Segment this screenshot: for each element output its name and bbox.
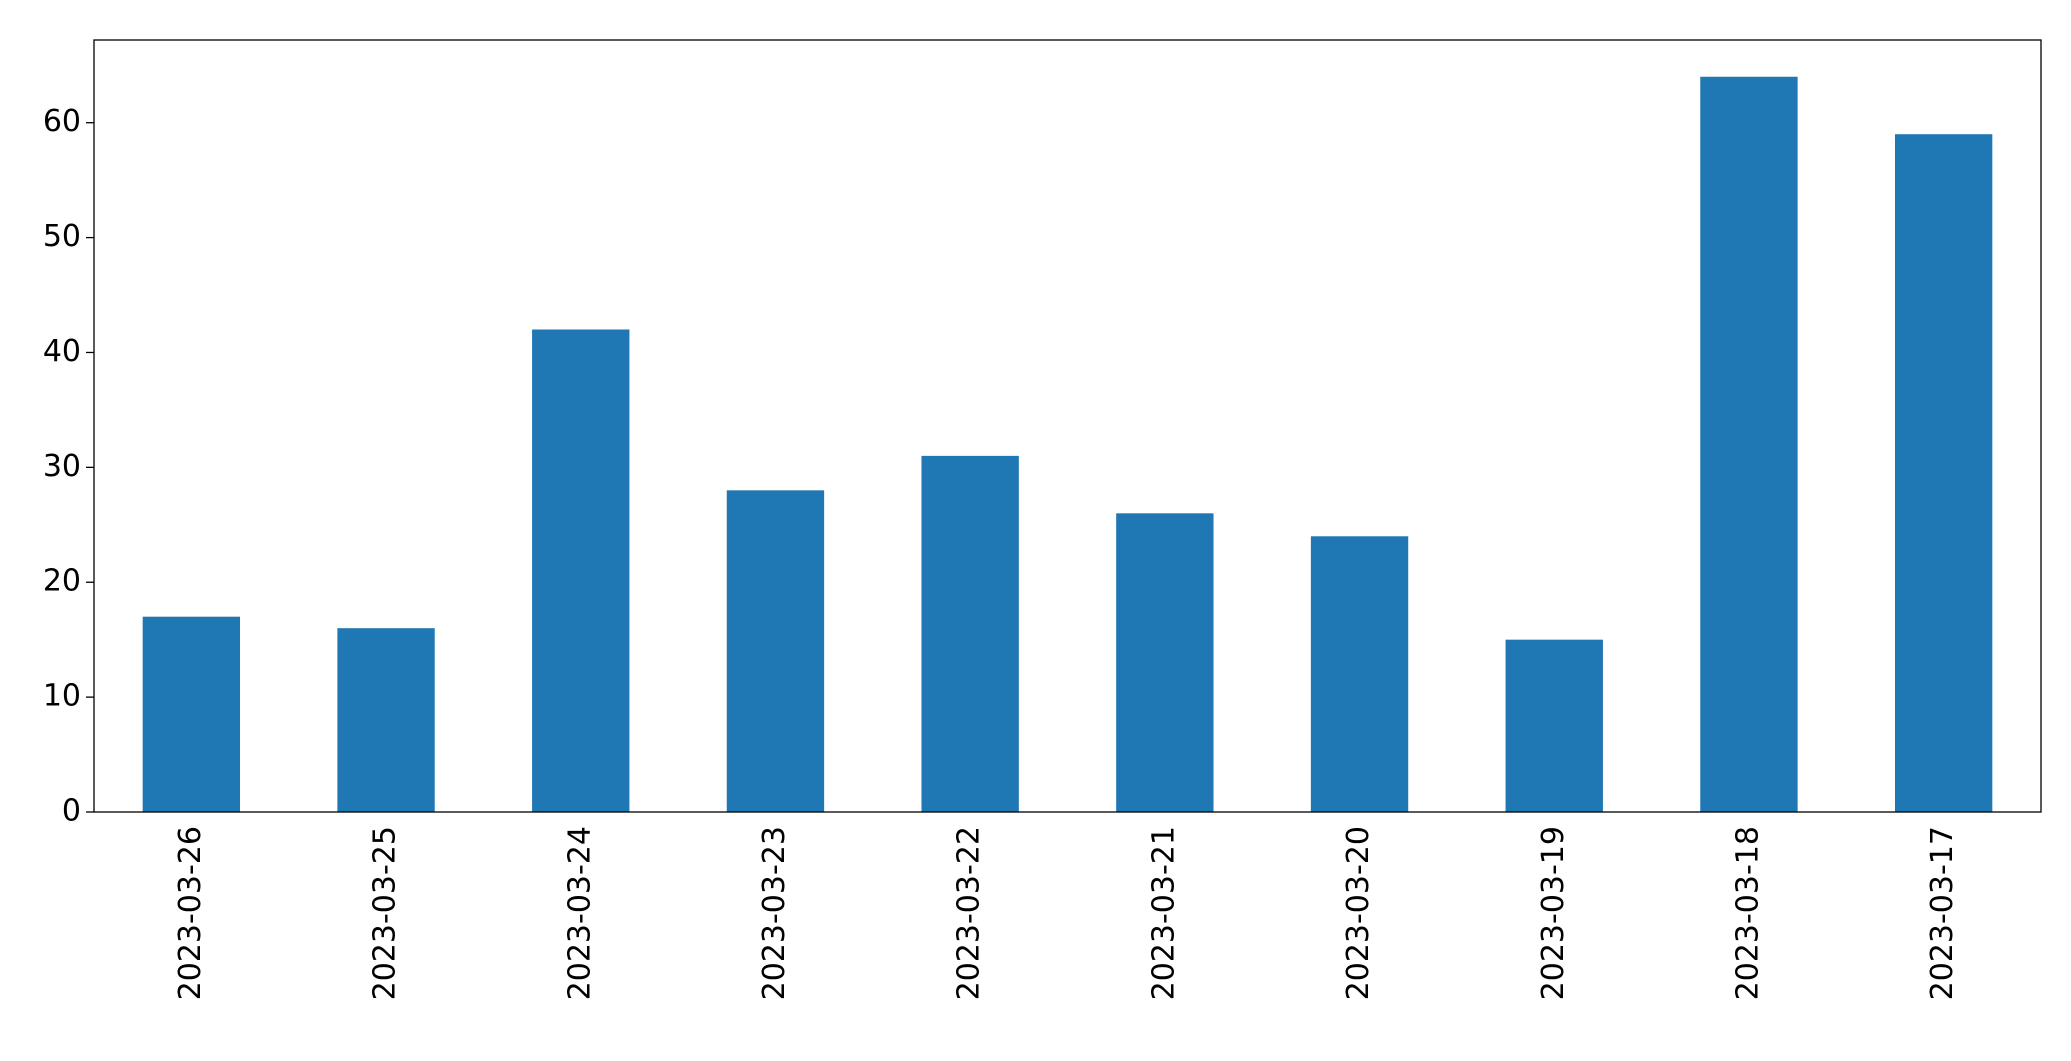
- bar: [142, 616, 241, 812]
- x-tick-label: 2023-03-19: [1536, 826, 1571, 1000]
- y-tick-label: 10: [43, 679, 81, 714]
- y-tick-label: 0: [62, 794, 81, 829]
- y-tick-label: 30: [43, 449, 81, 484]
- y-tick-label: 50: [43, 219, 81, 254]
- x-tick-label: 2023-03-25: [368, 826, 403, 1000]
- x-tick-label: 2023-03-18: [1730, 826, 1765, 1000]
- bar: [1505, 639, 1603, 812]
- bar: [921, 455, 1019, 812]
- bar: [337, 628, 435, 812]
- bar: [1116, 513, 1214, 812]
- x-tick-label: 2023-03-21: [1146, 826, 1181, 1000]
- plot-frame: [93, 39, 2042, 813]
- y-tick-label: 60: [43, 104, 81, 139]
- x-tick-label: 2023-03-17: [1925, 826, 1960, 1000]
- bar: [532, 329, 630, 812]
- x-tick-label: 2023-03-20: [1341, 826, 1376, 1000]
- x-tick-label: 2023-03-22: [952, 826, 987, 1000]
- y-tick-label: 40: [43, 334, 81, 369]
- x-tick-label: 2023-03-23: [757, 826, 792, 1000]
- x-tick-label: 2023-03-24: [562, 826, 597, 1000]
- bar: [726, 490, 825, 812]
- bar: [1310, 536, 1409, 812]
- x-tick-label: 2023-03-26: [173, 826, 208, 1000]
- bar: [1894, 134, 1993, 812]
- bar: [1700, 76, 1798, 812]
- y-tick-label: 20: [43, 564, 81, 599]
